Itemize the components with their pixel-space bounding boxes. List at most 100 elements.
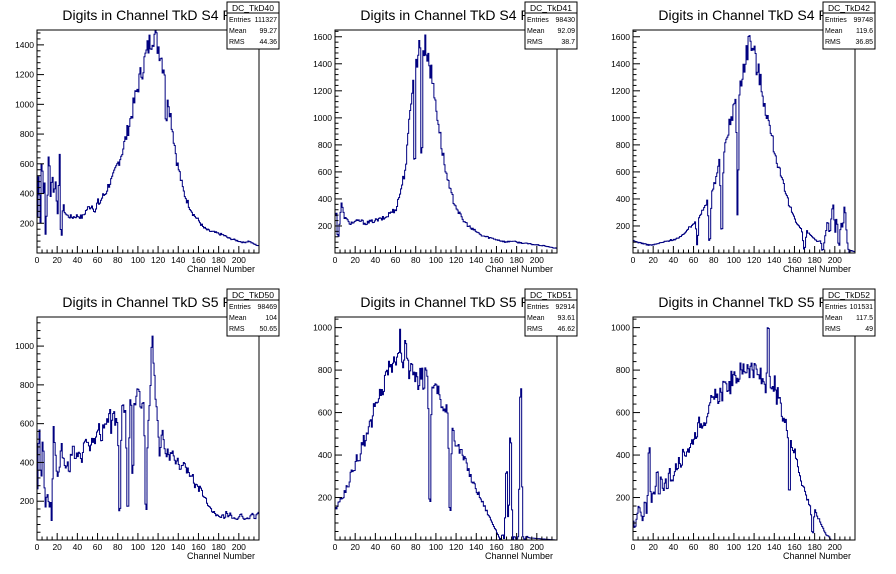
y-tick-label: 200 bbox=[20, 218, 34, 228]
stats-label: Mean bbox=[527, 28, 545, 35]
x-tick-label: 180 bbox=[510, 542, 524, 552]
histogram-panel: Digits in Channel TkD S5 P2 0 20 40 60 80 100 1… bbox=[596, 287, 894, 574]
stats-value: 36.85 bbox=[855, 39, 873, 46]
y-tick-label: 800 bbox=[616, 365, 630, 375]
y-tick-label: 1600 bbox=[611, 32, 630, 42]
stats-value: 99.27 bbox=[259, 28, 277, 35]
x-tick-label: 60 bbox=[391, 255, 401, 265]
x-tick-label: 140 bbox=[767, 542, 781, 552]
x-tick-label: 20 bbox=[648, 255, 658, 265]
x-tick-label: 60 bbox=[689, 255, 699, 265]
x-tick-label: 180 bbox=[510, 255, 524, 265]
histogram-line bbox=[335, 34, 557, 249]
stats-label: RMS bbox=[825, 326, 841, 333]
histogram-panel: Digits in Channel TkD S5 P1 0 20 40 60 80 100 1… bbox=[298, 287, 596, 574]
stats-label: Entries bbox=[825, 17, 847, 24]
x-tick-label: 120 bbox=[449, 542, 463, 552]
x-tick-label: 100 bbox=[131, 255, 145, 265]
y-tick-label: 400 bbox=[318, 194, 332, 204]
x-tick-label: 80 bbox=[411, 255, 421, 265]
stats-value: 98430 bbox=[556, 17, 576, 24]
x-tick-label: 200 bbox=[828, 542, 842, 552]
x-tick-label: 0 bbox=[35, 255, 40, 265]
y-tick-label: 200 bbox=[616, 221, 630, 231]
stats-label: Mean bbox=[825, 28, 843, 35]
histogram-svg: Digits in Channel TkD S4 P1 0 20 40 60 80 100 1… bbox=[313, 1, 578, 274]
y-tick-label: 400 bbox=[20, 457, 34, 467]
histogram-line bbox=[633, 327, 855, 541]
x-tick-label: 120 bbox=[747, 255, 761, 265]
plot-frame bbox=[632, 29, 856, 254]
histogram-panel: Digits in Channel TkD S4 P0 0 20 40 60 80 100 1… bbox=[0, 0, 298, 287]
stats-label: Mean bbox=[527, 315, 545, 322]
y-tick-label: 1000 bbox=[611, 323, 630, 333]
x-tick-label: 120 bbox=[151, 255, 165, 265]
y-tick-label: 1200 bbox=[313, 86, 332, 96]
x-tick-label: 200 bbox=[828, 255, 842, 265]
histogram-panel: Digits in Channel TkD S4 P2 0 20 40 60 80 100 1… bbox=[596, 0, 894, 287]
x-tick-label: 40 bbox=[73, 542, 83, 552]
y-tick-label: 800 bbox=[318, 140, 332, 150]
x-tick-label: 200 bbox=[232, 542, 246, 552]
stats-value: 50.65 bbox=[259, 326, 277, 333]
x-tick-label: 160 bbox=[489, 255, 503, 265]
y-tick-label: 1000 bbox=[15, 341, 34, 351]
y-tick-label: 200 bbox=[20, 496, 34, 506]
x-tick-label: 40 bbox=[669, 542, 679, 552]
x-tick-label: 200 bbox=[232, 255, 246, 265]
stats-box bbox=[822, 1, 876, 50]
stats-box bbox=[226, 288, 280, 337]
histogram-line bbox=[335, 328, 557, 541]
x-axis-label: Channel Number bbox=[187, 551, 255, 561]
stats-value: 49 bbox=[865, 326, 873, 333]
y-tick-label: 200 bbox=[318, 493, 332, 503]
stats-box bbox=[822, 288, 876, 337]
y-tick-label: 1000 bbox=[611, 113, 630, 123]
chart-title: Digits in Channel TkD S5 P2 bbox=[658, 294, 835, 310]
x-axis-label: Channel Number bbox=[187, 264, 255, 274]
x-tick-label: 100 bbox=[429, 255, 443, 265]
x-tick-label: 100 bbox=[727, 255, 741, 265]
y-tick-label: 1000 bbox=[15, 99, 34, 109]
stats-value: 46.62 bbox=[557, 326, 575, 333]
stats-name: DC_TkD40 bbox=[232, 3, 274, 13]
y-tick-label: 800 bbox=[20, 380, 34, 390]
x-axis-label: Channel Number bbox=[783, 264, 851, 274]
x-tick-label: 160 bbox=[489, 542, 503, 552]
x-tick-label: 60 bbox=[689, 542, 699, 552]
x-tick-label: 80 bbox=[411, 542, 421, 552]
stats-value: 104 bbox=[265, 315, 277, 322]
y-tick-label: 1400 bbox=[15, 40, 34, 50]
y-tick-label: 200 bbox=[616, 493, 630, 503]
y-tick-label: 1600 bbox=[313, 32, 332, 42]
histogram-line bbox=[37, 29, 259, 247]
y-tick-label: 1000 bbox=[313, 323, 332, 333]
x-tick-label: 180 bbox=[212, 255, 226, 265]
x-tick-label: 180 bbox=[808, 255, 822, 265]
x-tick-label: 120 bbox=[151, 542, 165, 552]
y-tick-label: 600 bbox=[318, 408, 332, 418]
stats-label: RMS bbox=[527, 39, 543, 46]
y-tick-label: 400 bbox=[20, 189, 34, 199]
x-tick-label: 80 bbox=[113, 255, 123, 265]
stats-value: 93.61 bbox=[557, 315, 575, 322]
stats-value: 101531 bbox=[850, 304, 873, 311]
x-tick-label: 140 bbox=[767, 255, 781, 265]
plot-frame bbox=[632, 316, 856, 541]
x-tick-label: 100 bbox=[429, 542, 443, 552]
stats-label: Entries bbox=[825, 304, 847, 311]
histogram-panel: Digits in Channel TkD S4 P1 0 20 40 60 80 100 1… bbox=[298, 0, 596, 287]
y-tick-label: 1400 bbox=[611, 59, 630, 69]
x-tick-label: 80 bbox=[113, 542, 123, 552]
histogram-svg: Digits in Channel TkD S5 P0 0 20 40 60 80 100 1… bbox=[15, 288, 280, 561]
x-tick-label: 160 bbox=[787, 542, 801, 552]
y-tick-label: 400 bbox=[616, 194, 630, 204]
y-tick-label: 1000 bbox=[313, 113, 332, 123]
y-tick-label: 800 bbox=[20, 129, 34, 139]
x-tick-label: 20 bbox=[648, 542, 658, 552]
chart-title: Digits in Channel TkD S4 P1 bbox=[360, 7, 537, 23]
x-tick-label: 120 bbox=[747, 542, 761, 552]
x-tick-label: 160 bbox=[191, 255, 205, 265]
plot-frame bbox=[334, 29, 558, 254]
y-tick-label: 1200 bbox=[15, 70, 34, 80]
